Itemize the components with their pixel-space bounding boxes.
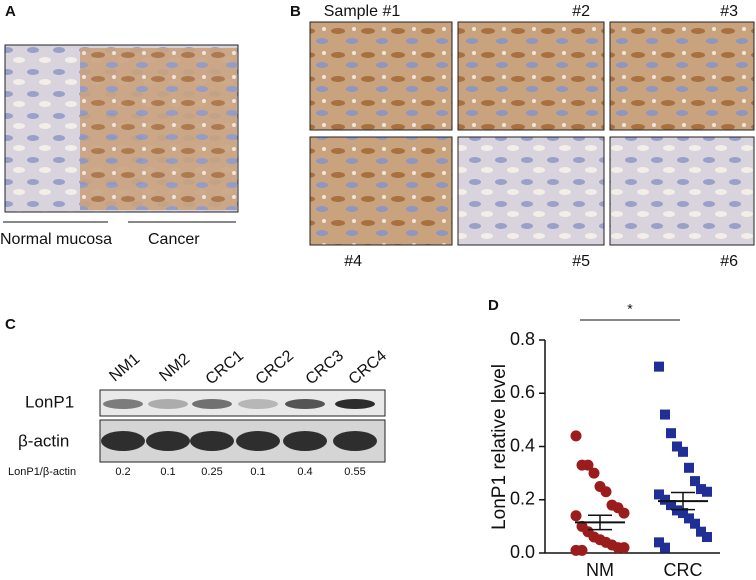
point — [654, 489, 664, 500]
point — [600, 486, 612, 498]
band — [238, 399, 278, 409]
band — [335, 399, 375, 409]
lane-label: NM1 — [106, 350, 143, 385]
row-label: β-actin — [18, 431, 69, 450]
band — [146, 431, 190, 451]
point — [684, 513, 694, 524]
x-tick-label: CRC — [664, 560, 703, 580]
point — [666, 428, 676, 439]
point — [570, 510, 582, 522]
point — [660, 494, 670, 505]
lane-label: NM2 — [156, 350, 193, 385]
band — [101, 431, 145, 451]
lane-label: CRC1 — [203, 347, 247, 388]
panel-label: D — [488, 297, 499, 314]
tissue-image — [609, 136, 755, 246]
sample-label: #5 — [572, 253, 590, 270]
sample-label: #6 — [720, 253, 738, 270]
tissue-image — [609, 21, 755, 131]
annotation: * — [627, 301, 633, 317]
panel-label: A — [5, 3, 16, 20]
band — [103, 399, 143, 409]
point — [582, 459, 594, 471]
point — [660, 542, 670, 553]
tissue-image — [80, 48, 237, 210]
point — [672, 505, 682, 516]
point — [576, 544, 588, 556]
point — [678, 508, 688, 519]
point — [690, 518, 700, 529]
tissue-image — [309, 136, 453, 246]
ratio: 0.1 — [250, 466, 265, 478]
y-tick-label: 0.8 — [510, 329, 535, 349]
band — [190, 431, 234, 451]
band — [148, 399, 188, 409]
tissue-image — [309, 21, 453, 131]
point — [684, 462, 694, 473]
band — [283, 431, 327, 451]
lane-label: CRC2 — [253, 347, 297, 388]
ratio: 0.2 — [115, 466, 130, 478]
ratio: 0.25 — [201, 466, 222, 478]
point — [702, 532, 712, 543]
point — [618, 542, 630, 554]
tissue-image — [457, 21, 605, 131]
point — [690, 476, 700, 487]
error-bar — [671, 491, 695, 511]
point — [696, 484, 706, 495]
point — [702, 486, 712, 497]
ratio: 0.55 — [344, 466, 365, 478]
lane-label: CRC4 — [346, 347, 390, 388]
point — [672, 441, 682, 452]
band — [192, 399, 232, 409]
ratio-label: LonP1/β-actin — [8, 466, 76, 478]
y-axis-title: LonP1 relative level — [489, 364, 510, 530]
caption: Normal mucosa — [0, 231, 112, 248]
y-tick-label: 0.0 — [510, 542, 535, 562]
band — [333, 431, 377, 451]
lane-label: CRC3 — [303, 347, 347, 388]
sample-label: #3 — [720, 3, 738, 20]
sample-label: #4 — [344, 253, 362, 270]
band — [236, 431, 280, 451]
point — [660, 409, 670, 420]
point — [654, 361, 664, 372]
panel-label: B — [290, 3, 301, 20]
point — [588, 467, 600, 479]
y-tick-label: 0.4 — [510, 435, 535, 455]
sample-label: Sample #1 — [324, 3, 401, 20]
point — [570, 430, 582, 442]
image-grid: Sample #1 #2 #3 #4 #5 #6 — [309, 3, 755, 270]
sample-label: #2 — [572, 3, 590, 20]
point — [618, 507, 630, 519]
point — [678, 446, 688, 457]
band — [285, 399, 325, 409]
point — [666, 500, 676, 511]
point — [654, 537, 664, 548]
y-tick-label: 0.2 — [510, 489, 535, 509]
ratio: 0.4 — [297, 466, 312, 478]
panel-label: C — [5, 316, 16, 333]
point — [696, 526, 706, 537]
tissue-image — [457, 136, 605, 246]
x-tick-label: NM — [586, 560, 614, 580]
error-bar — [588, 514, 612, 531]
caption: Cancer — [148, 231, 200, 248]
y-tick-label: 0.6 — [510, 382, 535, 402]
ratio: 0.1 — [160, 466, 175, 478]
row-label: LonP1 — [25, 392, 74, 411]
